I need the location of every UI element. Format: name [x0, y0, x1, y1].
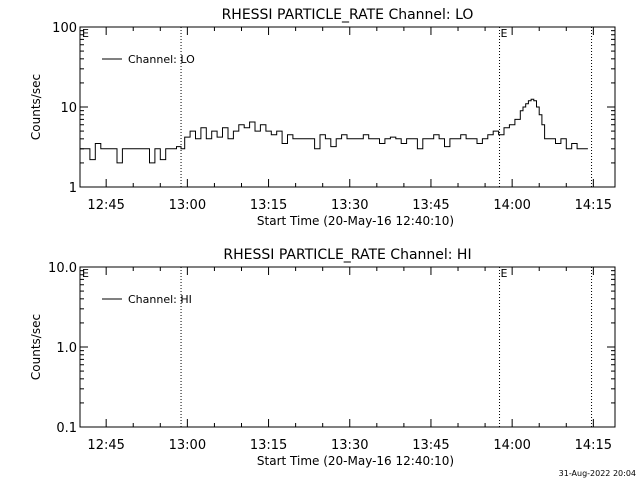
series-line-channello [80, 98, 588, 164]
plot-frame [79, 26, 616, 188]
event-marker-label: E [501, 267, 508, 280]
y-axis-label: Counts/sec [29, 314, 43, 380]
legend-label: Channel: HI [128, 293, 192, 306]
x-tick-label: 12:45 [87, 438, 124, 453]
chart-title: RHESSI PARTICLE_RATE Channel: LO [222, 7, 474, 23]
chart-title: RHESSI PARTICLE_RATE Channel: HI [223, 247, 471, 263]
x-tick-label: 13:45 [412, 438, 449, 453]
x-tick-label: 13:15 [250, 438, 287, 453]
x-tick-label: 13:00 [169, 198, 206, 213]
x-tick-label: 13:30 [331, 198, 368, 213]
x-tick-label: 14:00 [493, 198, 530, 213]
x-axis-label: Start Time (20-May-16 12:40:10) [257, 214, 454, 228]
y-tick-label: 0.1 [56, 421, 77, 436]
generation-timestamp: 31-Aug-2022 20:04 [558, 469, 636, 478]
corner-event-label: E [82, 27, 89, 40]
x-tick-label: 13:30 [331, 438, 368, 453]
event-marker-label: E [501, 27, 508, 40]
x-axis-label: Start Time (20-May-16 12:40:10) [257, 454, 454, 468]
x-tick-label: 14:15 [575, 438, 612, 453]
corner-event-label: E [82, 267, 89, 280]
y-tick-label: 10 [60, 101, 77, 116]
y-tick-label: 1 [69, 181, 77, 196]
x-tick-label: 13:00 [169, 438, 206, 453]
x-tick-label: 14:00 [493, 438, 530, 453]
x-tick-label: 13:45 [412, 198, 449, 213]
y-axis-label: Counts/sec [29, 74, 43, 140]
x-tick-label: 12:45 [87, 198, 124, 213]
y-tick-label: 100 [52, 21, 77, 36]
x-tick-label: 13:15 [250, 198, 287, 213]
legend-label: Channel: LO [128, 53, 195, 66]
x-tick-label: 14:15 [575, 198, 612, 213]
plot-frame [79, 266, 616, 428]
y-tick-label: 10.0 [48, 261, 77, 276]
y-tick-label: 1.0 [56, 341, 77, 356]
